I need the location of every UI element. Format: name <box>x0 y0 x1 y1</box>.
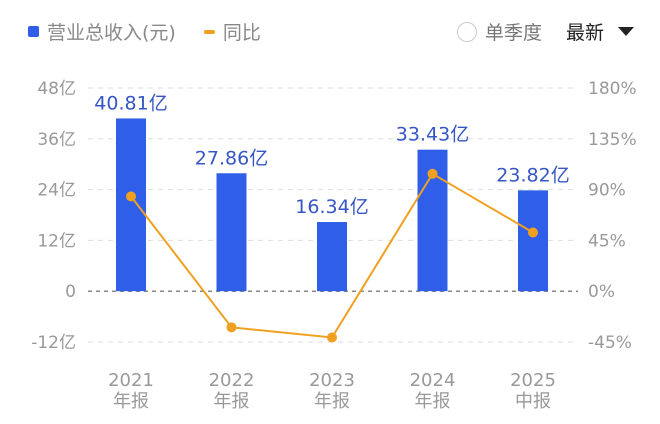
left-axis-tick: 0 <box>65 282 76 302</box>
revenue-bar[interactable] <box>216 173 247 292</box>
single-quarter-radio[interactable] <box>456 21 477 42</box>
x-axis-label-year: 2022 <box>209 370 255 391</box>
x-axis-label-year: 2025 <box>510 370 556 391</box>
yoy-point[interactable] <box>226 322 237 333</box>
right-axis-tick: 45% <box>588 231 626 251</box>
revenue-legend-swatch <box>28 26 39 37</box>
chart-controls: 单季度 最新 <box>456 18 634 45</box>
yoy-point[interactable] <box>327 332 337 343</box>
left-axis-tick: -12亿 <box>31 333 76 353</box>
x-axis-label-year: 2024 <box>410 370 456 391</box>
bar-value-label: 27.86亿 <box>195 147 268 169</box>
revenue-bar[interactable] <box>317 222 347 292</box>
x-axis-label-year: 2023 <box>309 370 355 391</box>
chart-legend: 营业总收入(元) 同比 <box>28 18 261 45</box>
bar-value-label: 33.43亿 <box>396 124 469 146</box>
x-axis-label-period: 中报 <box>515 391 551 412</box>
revenue-bar[interactable] <box>518 190 548 292</box>
x-axis-label-period: 年报 <box>113 391 149 412</box>
right-axis-tick: -45% <box>588 333 632 353</box>
left-axis-tick: 24亿 <box>37 181 76 201</box>
x-axis-label-year: 2021 <box>108 370 154 391</box>
right-axis-tick: 135% <box>588 130 637 150</box>
revenue-legend-label[interactable]: 营业总收入(元) <box>47 22 176 44</box>
right-axis-tick: 0% <box>588 282 615 302</box>
right-axis-tick: 180% <box>588 79 637 99</box>
x-axis-label-period: 年报 <box>314 391 350 412</box>
caret-down-icon[interactable] <box>618 27 634 36</box>
left-axis-tick: 36亿 <box>37 130 76 150</box>
sort-dropdown[interactable]: 最新 <box>565 22 604 44</box>
revenue-bar[interactable] <box>116 118 146 292</box>
single-quarter-label[interactable]: 单季度 <box>484 22 542 44</box>
yoy-point[interactable] <box>126 191 136 202</box>
bar-value-label: 40.81亿 <box>94 92 167 114</box>
bar-value-label: 16.34亿 <box>295 196 368 218</box>
left-axis-tick: 12亿 <box>37 231 76 251</box>
x-axis-label-period: 年报 <box>214 391 250 412</box>
yoy-legend-label[interactable]: 同比 <box>222 22 261 44</box>
right-axis-tick: 90% <box>588 181 626 201</box>
left-axis-tick: 48亿 <box>37 79 76 99</box>
x-axis-label-period: 年报 <box>415 391 451 412</box>
yoy-point[interactable] <box>528 227 538 238</box>
bar-value-label: 23.82亿 <box>496 164 569 186</box>
yoy-point[interactable] <box>427 168 438 179</box>
yoy-legend-swatch <box>203 29 215 34</box>
